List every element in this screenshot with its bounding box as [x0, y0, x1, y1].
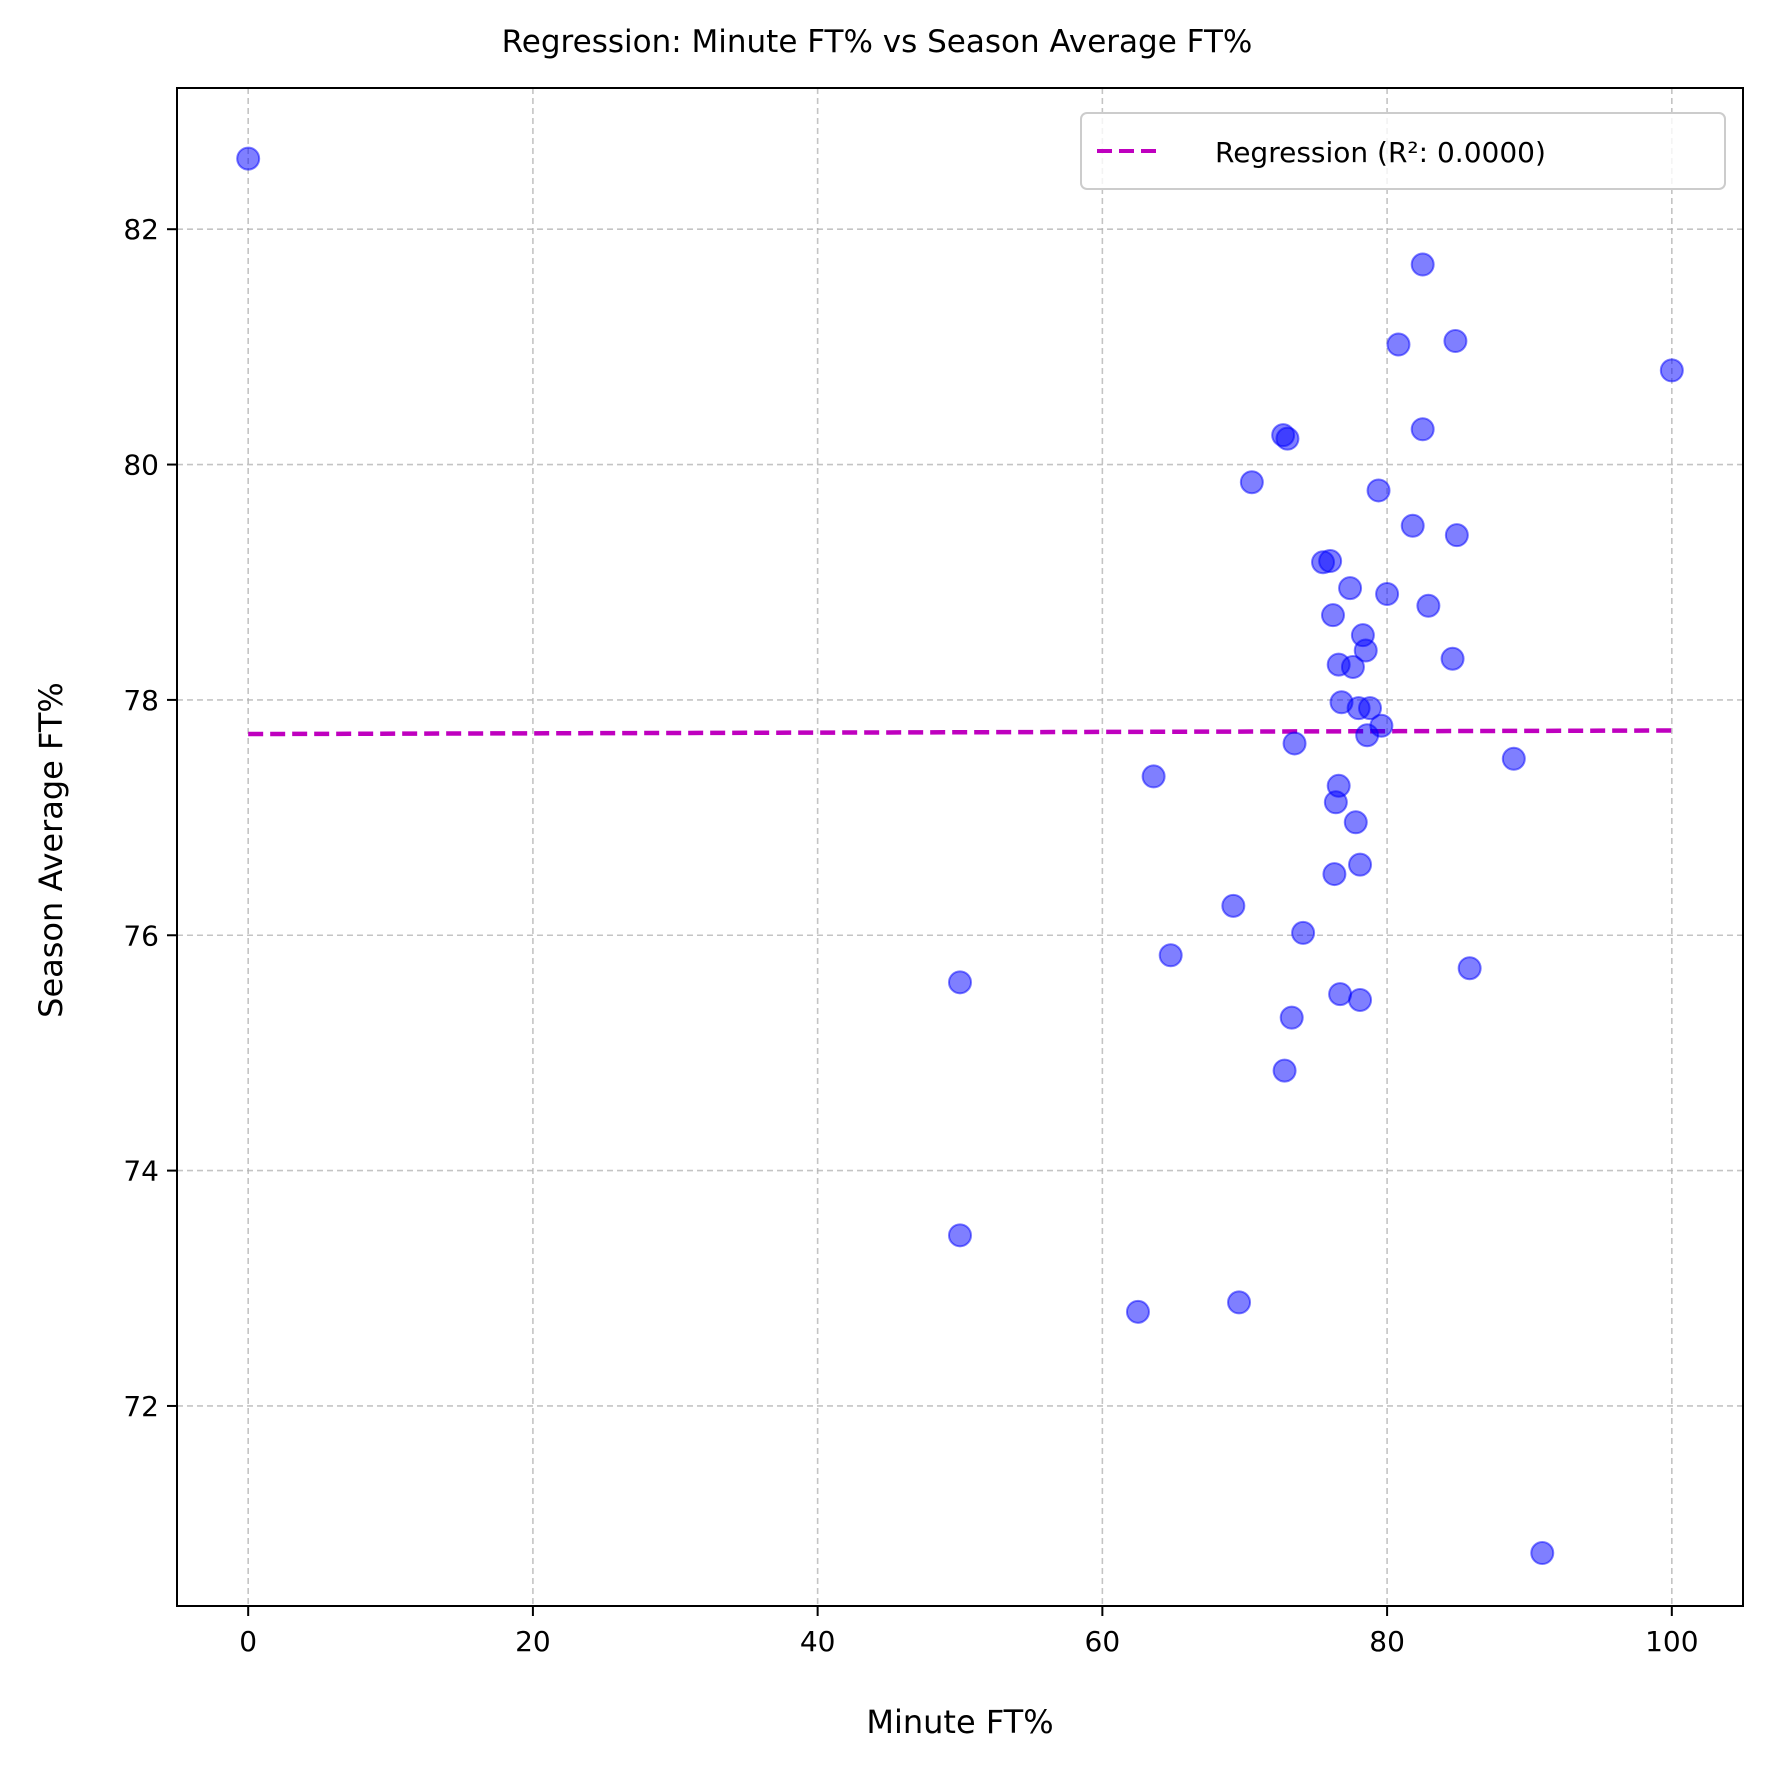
y-tick-label: 78 [123, 684, 159, 717]
y-tick-label: 76 [123, 919, 159, 952]
x-tick-label: 40 [800, 1625, 836, 1658]
data-point [1353, 638, 1378, 663]
data-point [1358, 696, 1383, 721]
x-tick-label: 20 [515, 1625, 551, 1658]
data-point [1322, 862, 1347, 887]
regression-layer [248, 728, 1672, 737]
data-point [1125, 1299, 1150, 1324]
data-point [1227, 1290, 1252, 1315]
grid-lines [177, 88, 1743, 1606]
legend-regression-label: Regression (R²: 0.0000) [1215, 136, 1546, 169]
data-point [1158, 943, 1183, 968]
x-tick-label: 80 [1369, 1625, 1405, 1658]
data-point [948, 970, 972, 995]
plot-frame [176, 87, 1744, 1607]
data-point [1530, 1541, 1555, 1566]
data-point [1239, 470, 1264, 495]
data-point [1410, 417, 1435, 442]
data-point [1282, 731, 1307, 756]
data-point [1416, 593, 1441, 618]
y-axis-label: Season Average FT% [32, 682, 70, 1018]
data-point [1328, 982, 1353, 1007]
x-tick-label: 60 [1085, 1625, 1121, 1658]
data-point [1457, 956, 1482, 981]
data-point [1291, 920, 1316, 945]
data-point [1340, 654, 1365, 679]
data-point [1659, 358, 1684, 383]
data-point [1348, 987, 1373, 1012]
x-axis-ticks: 0 20 40 60 80 100 [239, 1606, 1699, 1658]
scatter-points [236, 146, 1684, 1566]
regression-line [248, 728, 1672, 737]
data-point [1375, 582, 1400, 606]
data-point [1318, 549, 1343, 574]
data-point [1275, 426, 1300, 451]
data-point [1279, 1005, 1304, 1030]
y-tick-label: 74 [123, 1155, 159, 1188]
chart-title: Regression: Minute FT% vs Season Average… [502, 24, 1253, 60]
data-point [1386, 332, 1411, 357]
data-point [1440, 646, 1465, 671]
data-point [1444, 523, 1469, 548]
y-tick-label: 80 [123, 449, 159, 482]
x-tick-label: 0 [239, 1625, 257, 1658]
legend: Regression (R²: 0.0000) [1080, 112, 1726, 190]
data-point [1443, 329, 1468, 353]
legend-box [1080, 112, 1726, 190]
x-tick-label: 100 [1645, 1625, 1698, 1658]
x-axis-label: Minute FT% [866, 1703, 1053, 1741]
data-point [1326, 773, 1351, 798]
data-point [1410, 252, 1435, 277]
y-tick-label: 82 [123, 213, 159, 246]
data-point [948, 1223, 972, 1248]
data-point [1221, 893, 1246, 918]
data-point [1272, 1058, 1297, 1083]
data-point [1501, 746, 1526, 771]
y-axis-ticks: 72 74 76 78 80 82 [123, 213, 177, 1423]
data-point [1343, 810, 1368, 835]
data-point [236, 146, 261, 171]
y-tick-label: 72 [123, 1390, 159, 1423]
data-point [1369, 713, 1394, 738]
data-point [1348, 852, 1373, 877]
data-point [1141, 764, 1166, 789]
data-point [1320, 603, 1345, 628]
data-point [1338, 576, 1363, 601]
data-point [1366, 478, 1391, 503]
data-point [1400, 513, 1425, 538]
